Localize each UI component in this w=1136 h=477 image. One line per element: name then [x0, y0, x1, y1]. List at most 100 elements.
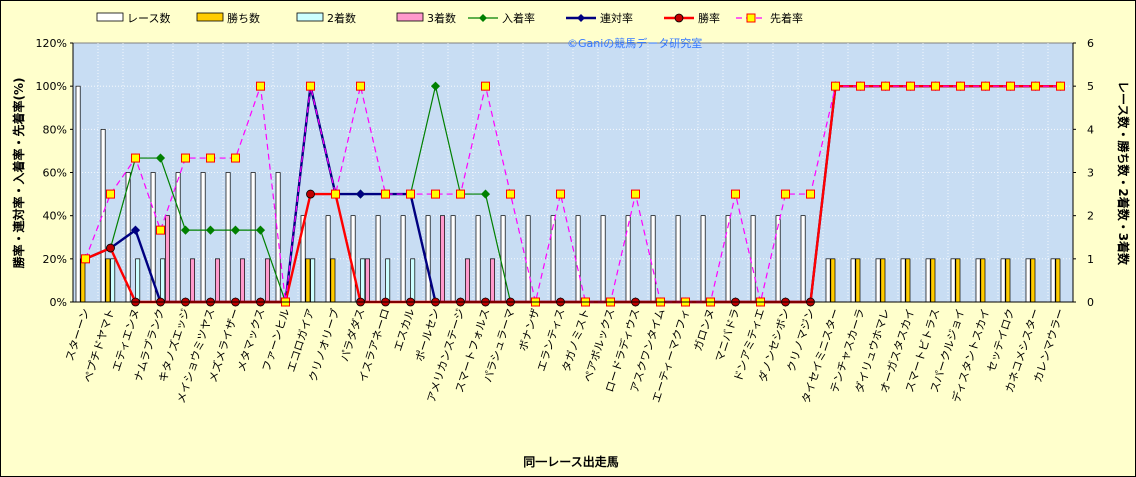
marker-0 [255, 225, 266, 235]
bar-0 [475, 215, 481, 303]
marker-0 [430, 81, 441, 91]
marker-senchaku-rate [731, 189, 740, 199]
bar-3 [490, 258, 495, 303]
marker-0 [180, 225, 191, 235]
y-tick-right-label: 1 [1087, 253, 1094, 266]
marker-0 [480, 189, 491, 199]
bar-1 [1030, 258, 1036, 303]
bar-3 [265, 258, 270, 303]
bar-1 [905, 258, 911, 303]
marker-senchaku-rate [481, 81, 490, 91]
bar-0 [175, 172, 181, 303]
legend-marker [479, 14, 487, 22]
marker-senchaku-rate [206, 153, 215, 163]
y-tick-right-label: 2 [1087, 210, 1094, 223]
legend-item: 勝率 [664, 11, 720, 25]
marker-0 [155, 153, 166, 163]
legend-label: 勝率 [698, 11, 720, 25]
marker-senchaku-rate [306, 81, 315, 91]
bar-0 [600, 215, 606, 303]
bar-0 [800, 215, 806, 303]
marker-senchaku-rate [1006, 81, 1015, 91]
marker-senchaku-rate [131, 153, 140, 163]
bar-0 [575, 215, 581, 303]
marker-1 [130, 225, 141, 235]
bar-0 [100, 128, 106, 303]
bar-2 [385, 258, 391, 303]
bar-2 [135, 258, 141, 303]
bar-0 [875, 258, 881, 303]
bar-0 [900, 258, 906, 303]
marker-senchaku-rate [831, 81, 840, 91]
marker-senchaku-rate [81, 254, 90, 264]
bar-0 [850, 258, 856, 303]
legend-label: 2着数 [327, 11, 356, 25]
bar-0 [250, 172, 256, 303]
bar-1 [330, 258, 336, 303]
bar-0 [750, 215, 756, 303]
y-tick-left-label: 40% [43, 210, 67, 223]
y-tick-right-label: 5 [1087, 80, 1094, 93]
bar-2 [360, 258, 366, 303]
legend-item: レース数 [96, 12, 170, 25]
x-tick-label: エスカル [391, 307, 417, 353]
bar-0 [75, 85, 81, 303]
bar-1 [105, 258, 111, 303]
legend-item: 勝ち数 [196, 11, 260, 25]
watermark-text: ©Ganiの競馬データ研究室 [567, 36, 702, 50]
y-axis-right-title: レース数・勝ち数・2着数・3着数 [1116, 81, 1131, 266]
bar-0 [325, 215, 331, 303]
marker-senchaku-rate [406, 189, 415, 199]
marker-senchaku-rate [631, 189, 640, 199]
legend-label: 勝ち数 [227, 11, 260, 25]
x-tick-label: ガロンヌ [691, 307, 717, 353]
gridlines [73, 43, 1073, 302]
legend-label: 先着率 [770, 11, 803, 25]
legend-label: 入着率 [502, 11, 535, 25]
marker-senchaku-rate [881, 81, 890, 91]
bar-1 [855, 258, 861, 303]
bar-1 [930, 258, 936, 303]
bar-2 [410, 258, 416, 303]
bar-1 [980, 258, 986, 303]
marker-senchaku-rate [381, 189, 390, 199]
legend-label: 3着数 [427, 11, 456, 25]
bar-0 [925, 258, 931, 303]
bar-1 [830, 258, 836, 303]
marker-0 [205, 225, 216, 235]
marker-senchaku-rate [931, 81, 940, 91]
bar-1 [880, 258, 886, 303]
bar-1 [305, 258, 311, 303]
bar-3 [440, 215, 445, 303]
bar-0 [625, 215, 631, 303]
marker-senchaku-rate [1031, 81, 1040, 91]
bar-0 [225, 172, 231, 303]
bar-0 [725, 215, 731, 303]
marker-senchaku-rate [356, 81, 365, 91]
legend-label: レース数 [127, 12, 170, 25]
marker-senchaku-rate [556, 189, 565, 199]
legend-marker [674, 13, 684, 23]
bar-0 [950, 258, 956, 303]
bar-0 [650, 215, 656, 303]
legend-swatch [296, 12, 324, 22]
legend-item: 3着数 [396, 11, 456, 25]
marker-senchaku-rate [906, 81, 915, 91]
y-tick-left-label: 100% [36, 80, 67, 93]
bar-0 [500, 215, 506, 303]
marker-senchaku-rate [106, 189, 115, 199]
bar-0 [975, 258, 981, 303]
marker-senchaku-rate [956, 81, 965, 91]
bar-3 [465, 258, 470, 303]
bar-3 [240, 258, 245, 303]
bar-0 [1025, 258, 1031, 303]
marker-senchaku-rate [506, 189, 515, 199]
bar-3 [190, 258, 195, 303]
x-tick-label: スターーン [63, 307, 92, 363]
y-tick-right-label: 6 [1087, 37, 1094, 50]
bar-0 [675, 215, 681, 303]
bar-2 [310, 258, 316, 303]
y-tick-left-label: 20% [43, 253, 67, 266]
y-axis-left-title: 勝率・連対率・入着率・先着率(%) [11, 78, 26, 269]
